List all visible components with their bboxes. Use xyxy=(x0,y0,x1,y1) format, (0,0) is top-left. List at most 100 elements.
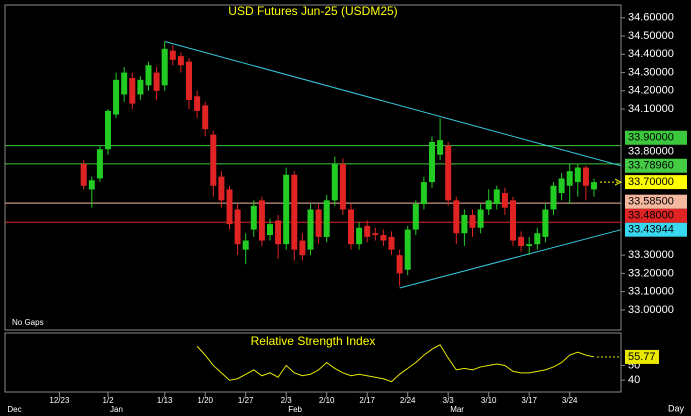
candle-body xyxy=(542,209,549,237)
candle-body xyxy=(113,79,120,115)
level-label: 33.48000 xyxy=(628,210,674,222)
month-label: Mar xyxy=(450,405,464,414)
candle-body xyxy=(242,240,249,250)
x-tick-label: 3/24 xyxy=(562,396,578,405)
candle-body xyxy=(169,50,176,60)
x-tick-label: 1/20 xyxy=(197,396,213,405)
candle-body xyxy=(283,174,290,245)
x-tick-label: 3/17 xyxy=(521,396,537,405)
candle-body xyxy=(461,214,468,234)
candle-body xyxy=(186,61,192,100)
level-label: 33.90000 xyxy=(628,132,674,144)
candle-body xyxy=(153,72,160,91)
candle-body xyxy=(364,225,371,237)
y-tick-label: 33.10000 xyxy=(628,286,674,298)
level-label-box xyxy=(625,130,687,145)
candle-body xyxy=(429,141,435,183)
candle-body xyxy=(234,209,241,245)
x-tick-label: 1/2 xyxy=(102,396,114,405)
candle-body xyxy=(121,72,128,95)
candle-body xyxy=(582,167,589,186)
candle-body xyxy=(445,145,452,201)
candle-body xyxy=(388,236,395,250)
candle-body xyxy=(566,171,573,186)
level-label: 33.58500 xyxy=(628,196,674,208)
candle-body xyxy=(161,48,168,86)
x-tick-label: 3/3 xyxy=(443,396,455,405)
rsi-y-tick-label: 40 xyxy=(628,374,640,386)
candle-body xyxy=(323,200,330,237)
candle-body xyxy=(412,204,419,230)
candle-body xyxy=(526,244,533,247)
candle-body xyxy=(267,224,273,236)
month-label: Jan xyxy=(110,405,123,414)
y-tick-label: 34.20000 xyxy=(628,85,674,97)
rsi-value-label: 55.77 xyxy=(628,351,656,363)
candle-body xyxy=(315,209,322,237)
candle-body xyxy=(137,79,144,95)
candle-body xyxy=(420,182,427,205)
candle-body xyxy=(258,200,265,241)
candle-body xyxy=(291,174,298,250)
candle-body xyxy=(493,189,500,205)
candle-body xyxy=(194,96,201,111)
x-tick-label: 2/10 xyxy=(319,396,335,405)
annotation: No Gaps xyxy=(12,318,44,327)
month-label: Feb xyxy=(288,405,302,414)
candle-body xyxy=(348,209,354,245)
trendline-label-box xyxy=(625,222,687,237)
candle-body xyxy=(534,233,541,245)
candle-body xyxy=(356,227,363,245)
level-label-box xyxy=(625,194,687,209)
candle-body xyxy=(96,149,103,179)
candle-body xyxy=(437,140,444,155)
chart-title: USD Futures Jun-25 (USDM25) xyxy=(228,4,397,18)
candle-body xyxy=(574,167,581,183)
candle-body xyxy=(275,220,282,245)
x-tick-label: 2/3 xyxy=(281,396,293,405)
candle-body xyxy=(477,209,484,228)
candle-body xyxy=(250,205,257,230)
y-tick-label: 34.40000 xyxy=(628,48,674,60)
trendline xyxy=(164,41,622,167)
x-tick-label: 2/24 xyxy=(400,396,416,405)
main-panel xyxy=(4,4,622,331)
candle-body xyxy=(396,255,403,274)
candle-body xyxy=(380,235,387,241)
trendline-label: 33.43944 xyxy=(628,224,674,236)
rsi-value-box xyxy=(625,349,659,364)
candle-body xyxy=(210,134,217,186)
candle-body xyxy=(558,178,565,194)
y-tick-label: 33.20000 xyxy=(628,267,674,279)
y-tick-label: 34.30000 xyxy=(628,66,674,78)
level-label: 33.80000 xyxy=(628,146,674,158)
candle-body xyxy=(88,180,95,190)
rsi-panel xyxy=(4,332,622,393)
candle-body xyxy=(591,182,597,190)
candle-body xyxy=(485,200,492,210)
candle-body xyxy=(550,185,557,210)
candle-body xyxy=(331,163,338,201)
trendline xyxy=(399,229,622,289)
candle-body xyxy=(218,176,225,201)
x-tick-label: 1/13 xyxy=(157,396,173,405)
x-tick-label: 2/17 xyxy=(359,396,375,405)
rsi-title: Relative Strength Index xyxy=(251,334,376,348)
level-label: 33.70000 xyxy=(628,176,674,188)
candle-body xyxy=(145,65,152,86)
level-label-box xyxy=(625,175,687,190)
candle-body xyxy=(518,236,525,247)
last-price-arrow xyxy=(614,178,623,186)
x-tick-label: 1/27 xyxy=(238,396,254,405)
candle-body xyxy=(469,214,476,228)
candle-body xyxy=(177,56,184,66)
candle-body xyxy=(372,233,379,236)
candle-body xyxy=(510,200,516,241)
candle-body xyxy=(129,78,136,104)
level-label-box xyxy=(625,208,687,223)
candle-body xyxy=(307,209,314,250)
candle-body xyxy=(80,163,87,186)
candle-body xyxy=(453,200,460,234)
candle-body xyxy=(202,105,209,130)
